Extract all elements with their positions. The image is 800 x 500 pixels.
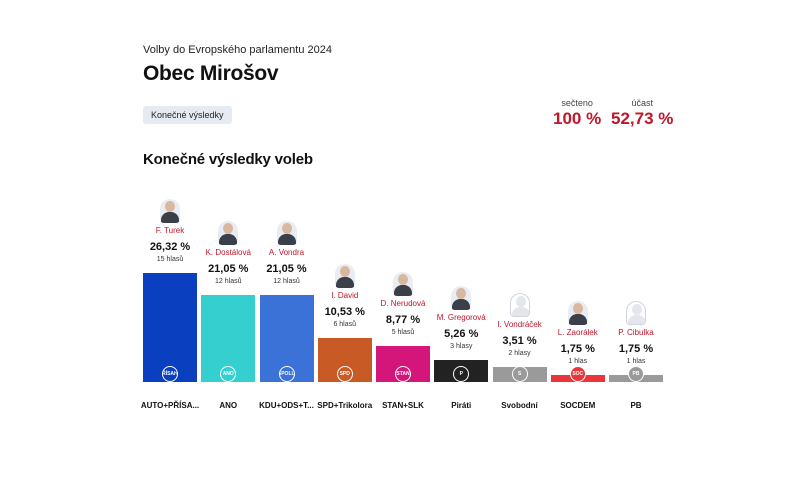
photo-head — [572, 302, 583, 314]
placeholder-head — [515, 296, 526, 308]
party-logo-icon: PŘÍSAHA — [162, 366, 178, 382]
party-name: AUTO+PŘÍSA... — [140, 401, 200, 410]
vote-count: 1 hlas — [568, 357, 588, 365]
photo-head — [281, 222, 292, 234]
candidate-name: L. Zaorálek — [557, 327, 598, 337]
election-subtitle: Volby do Evropského parlamentu 2024 — [143, 44, 332, 56]
candidate-photo — [334, 264, 355, 289]
candidate-name: P. Cibulka — [618, 327, 654, 337]
party-name: STAN+SLK — [382, 401, 424, 410]
party-name: SPD+Trikolora — [317, 401, 373, 410]
party-column[interactable]: 6 hlasů 10,53 % I. David SPD SPD+Trikolora — [304, 0, 386, 500]
party-column[interactable]: 12 hlasů 21,05 % K. Dostálová ANO ANO — [187, 0, 269, 500]
bar-value-label: 21,05 % — [208, 262, 249, 275]
candidate-photo — [567, 300, 588, 325]
candidate-name: I. Vondráček — [497, 320, 542, 330]
counted-value: 100 % — [553, 109, 602, 128]
photo-head — [165, 201, 175, 212]
candidate-photo — [160, 199, 180, 223]
bar-value-label: 10,53 % — [324, 306, 365, 319]
placeholder-torso — [511, 307, 529, 317]
vote-count: 6 hlasů — [333, 321, 357, 329]
section-title: Konečné výsledky voleb — [143, 151, 313, 168]
photo-torso — [568, 313, 587, 325]
candidate-name: M. Gregorová — [436, 313, 486, 323]
party-column[interactable]: 12 hlasů 21,05 % A. Vondra SPOLU KDU+ODS+T..… — [246, 0, 328, 500]
candidate-photo — [451, 286, 472, 311]
candidate-name: A. Vondra — [268, 247, 305, 257]
photo-head — [223, 222, 234, 234]
vote-count: 3 hlasy — [450, 343, 473, 351]
candidate-name: D. Nerudová — [380, 298, 426, 308]
party-name: SOCDEM — [560, 401, 596, 410]
party-name: Piráti — [451, 401, 472, 410]
photo-torso — [452, 299, 471, 311]
party-column[interactable]: 1 hlas 1,75 % P. Cibulka PB PB — [595, 0, 677, 500]
party-column[interactable]: 5 hlasů 8,77 % D. Nerudová STAN STAN+SLK — [362, 0, 444, 500]
counted-stat: sečteno 100 % — [553, 98, 601, 129]
turnout-stat: účast 52,73 % — [611, 98, 673, 129]
vote-count: 2 hlasy — [508, 350, 531, 358]
party-logo-icon: ANO — [220, 366, 237, 382]
result-bar[interactable] — [143, 273, 197, 382]
placeholder-avatar-icon — [626, 300, 646, 325]
party-name: KDU+ODS+T... — [259, 401, 314, 410]
placeholder-head — [632, 303, 642, 315]
candidate-photo — [276, 220, 297, 245]
party-column[interactable]: 1 hlas 1,75 % L. Zaorálek SOC SOCDEM — [537, 0, 619, 500]
bar-value-label: 3,51 % — [502, 335, 537, 348]
vote-count: 1 hlas — [626, 357, 646, 365]
turnout-label: účast — [631, 98, 653, 108]
bar-value-label: 5,26 % — [444, 328, 479, 341]
party-logo-icon: SPD — [336, 366, 353, 382]
photo-torso — [335, 277, 354, 289]
vote-count: 15 hlasů — [156, 256, 184, 263]
bar-value-label: 21,05 % — [266, 262, 307, 275]
photo-head — [456, 288, 467, 300]
party-logo-icon: SPOLU — [278, 366, 295, 382]
party-logo-icon: SOC — [569, 366, 586, 382]
party-column[interactable]: 3 hlasy 5,26 % M. Gregorová P Piráti — [420, 0, 502, 500]
candidate-name: F. Turek — [155, 226, 185, 235]
bar-value-label: 26,32 % — [149, 241, 191, 253]
party-logo-icon: S — [511, 366, 528, 382]
photo-torso — [219, 233, 238, 245]
candidate-photo — [393, 271, 413, 296]
party-logo-icon: P — [453, 366, 470, 382]
party-column[interactable]: 2 hlasy 3,51 % I. Vondráček S Svobodní — [479, 0, 561, 500]
bar-value-label: 1,75 % — [560, 342, 595, 355]
photo-torso — [277, 233, 296, 245]
party-name: Svobodní — [501, 401, 538, 410]
vote-count: 12 hlasů — [273, 277, 300, 285]
page-title: Obec Mirošov — [143, 62, 279, 85]
bar-value-label: 1,75 % — [618, 342, 654, 355]
bar-value-label: 8,77 % — [385, 313, 421, 326]
turnout-value: 52,73 % — [611, 109, 674, 128]
candidate-name: I. David — [331, 291, 359, 301]
counted-label: sečteno — [561, 98, 593, 108]
placeholder-torso — [628, 314, 645, 324]
party-name: ANO — [219, 401, 238, 410]
party-logo-icon: PB — [628, 366, 644, 382]
party-name: PB — [630, 401, 642, 410]
party-logo-icon: STAN — [395, 366, 411, 382]
candidate-photo — [218, 220, 239, 245]
photo-head — [339, 266, 350, 278]
candidate-name: K. Dostálová — [205, 247, 251, 257]
photo-torso — [161, 212, 179, 223]
results-status-tag[interactable]: Konečné výsledky — [143, 106, 232, 124]
photo-torso — [394, 284, 412, 296]
placeholder-avatar-icon — [509, 293, 530, 318]
vote-count: 5 hlasů — [391, 328, 415, 336]
vote-count: 12 hlasů — [215, 277, 242, 285]
photo-head — [398, 273, 408, 285]
party-column[interactable]: 15 hlasů 26,32 % F. Turek PŘÍSAHA AUTO+PŘÍSA… — [129, 0, 211, 500]
